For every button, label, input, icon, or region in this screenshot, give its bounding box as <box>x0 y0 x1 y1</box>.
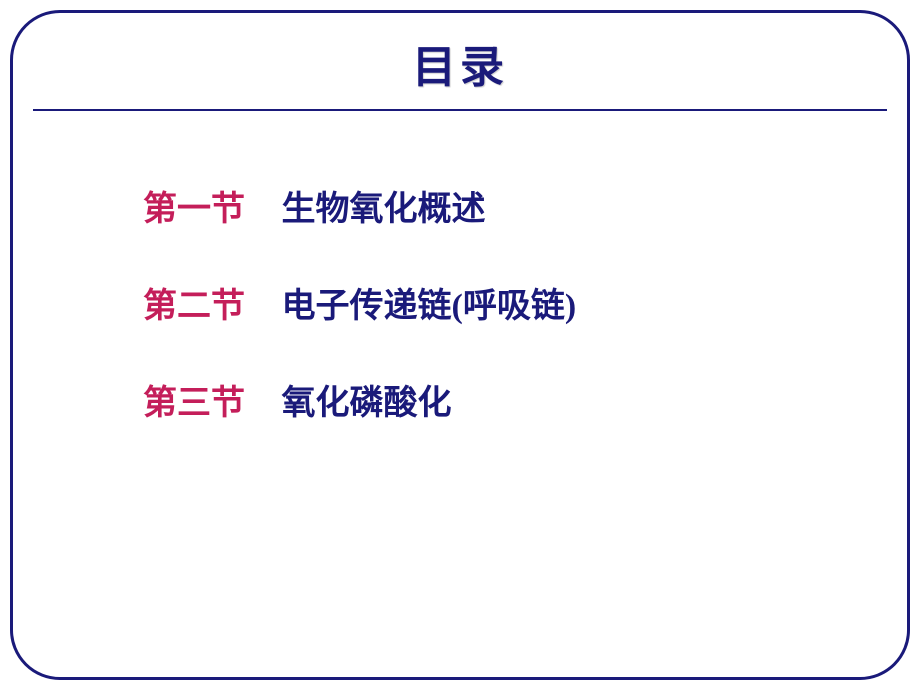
section-title: 电子传递链(呼吸链) <box>282 288 577 325</box>
section-label: 第二节 <box>143 288 245 325</box>
toc-item: 第三节 氧化磷酸化 <box>143 375 907 424</box>
section-title: 生物氧化概述 <box>282 191 486 228</box>
toc-content: 第一节 生物氧化概述 第二节 电子传递链(呼吸链) 第三节 氧化磷酸化 <box>143 181 907 424</box>
toc-item: 第一节 生物氧化概述 <box>143 181 907 230</box>
slide-frame: 目录 第一节 生物氧化概述 第二节 电子传递链(呼吸链) 第三节 氧化磷酸化 <box>10 10 910 680</box>
section-title: 氧化磷酸化 <box>282 385 452 422</box>
section-label: 第一节 <box>143 191 245 228</box>
page-title: 目录 <box>13 31 907 95</box>
section-label: 第三节 <box>143 385 245 422</box>
toc-item: 第二节 电子传递链(呼吸链) <box>143 278 907 327</box>
title-divider <box>33 109 887 111</box>
